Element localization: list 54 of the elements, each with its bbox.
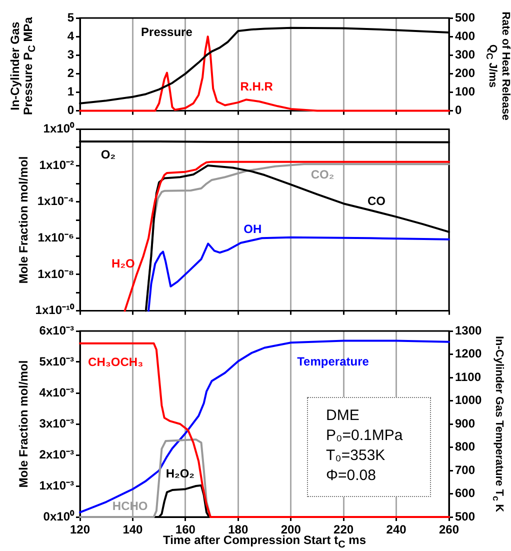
series-label: CH₃OCH₃ <box>88 354 144 369</box>
series-label: Temperature <box>297 354 370 368</box>
y2-tick-label: 1200 <box>455 346 482 361</box>
y-tick-label: 1x10⁻⁶ <box>38 230 74 244</box>
y-tick-label: 1x10⁻³ <box>39 478 74 492</box>
y2-tick-label: 900 <box>455 416 476 430</box>
y2-tick-label: 200 <box>455 66 476 80</box>
series-label: CO <box>368 194 386 208</box>
y2-tick-label: 500 <box>455 10 476 24</box>
y2-tick-label: 100 <box>455 84 476 99</box>
annotation: Φ=0.08 <box>326 466 377 486</box>
x-tick-label: 260 <box>438 522 460 537</box>
series-label: H₂O₂ <box>166 466 194 481</box>
y-axis-title: Mole Fraction mol/mol <box>16 156 30 284</box>
y2-tick-label: 300 <box>455 47 476 62</box>
y-tick-label: 1x10⁰ <box>43 122 75 136</box>
y2-tick-label: 800 <box>455 440 476 454</box>
y2-tick-label: 0 <box>455 103 462 118</box>
y2-tick-label: 400 <box>455 28 476 43</box>
y-axis-title: Mole Fraction mol/mol <box>16 360 30 488</box>
x-tick-label: 120 <box>70 522 90 537</box>
series-label: CO₂ <box>310 168 334 182</box>
y-tick-label: 3x10⁻³ <box>39 416 74 430</box>
y-tick-label: 4x10⁻³ <box>39 385 74 400</box>
y-tick-label: 4 <box>67 28 74 43</box>
y-tick-label: 1 <box>67 84 74 99</box>
y-tick-label: 2 <box>67 66 74 80</box>
series-label: H₂O <box>112 256 135 271</box>
y-tick-label: 0x10⁰ <box>43 509 75 524</box>
y-tick-label: 1x10⁻⁸ <box>38 266 74 281</box>
y2-tick-label: 700 <box>455 462 476 477</box>
series-label: OH <box>244 222 262 236</box>
y-tick-label: 0 <box>67 103 74 118</box>
series-label: O₂ <box>100 148 116 162</box>
y-tick-label: 5x10⁻³ <box>39 354 74 368</box>
y2-tick-label: 1100 <box>455 370 482 384</box>
annotation: P₀=0.1MPa <box>326 426 404 446</box>
y-tick-label: 1x10⁻¹⁰ <box>35 303 75 318</box>
y-tick-label: 6x10⁻³ <box>39 323 74 338</box>
y-tick-label: 1x10⁻² <box>39 158 74 172</box>
y-tick-label: 2x10⁻³ <box>39 447 74 462</box>
series-label: R.H.R <box>240 79 274 94</box>
y2-tick-label: 1300 <box>455 323 482 338</box>
y-tick-label: 1x10⁻⁴ <box>37 194 74 208</box>
x-tick-label: 240 <box>386 522 407 537</box>
annotation: DME <box>326 406 360 426</box>
y2-tick-label: 500 <box>455 509 476 524</box>
annotation: T₀=353K <box>326 446 386 466</box>
y2-tick-label: 600 <box>455 486 476 500</box>
y2-tick-label: 1000 <box>455 393 482 408</box>
x-tick-label: 140 <box>122 522 144 537</box>
series-label: Pressure <box>141 25 193 40</box>
y-tick-label: 3 <box>67 47 74 62</box>
y-tick-label: 5 <box>67 10 74 24</box>
